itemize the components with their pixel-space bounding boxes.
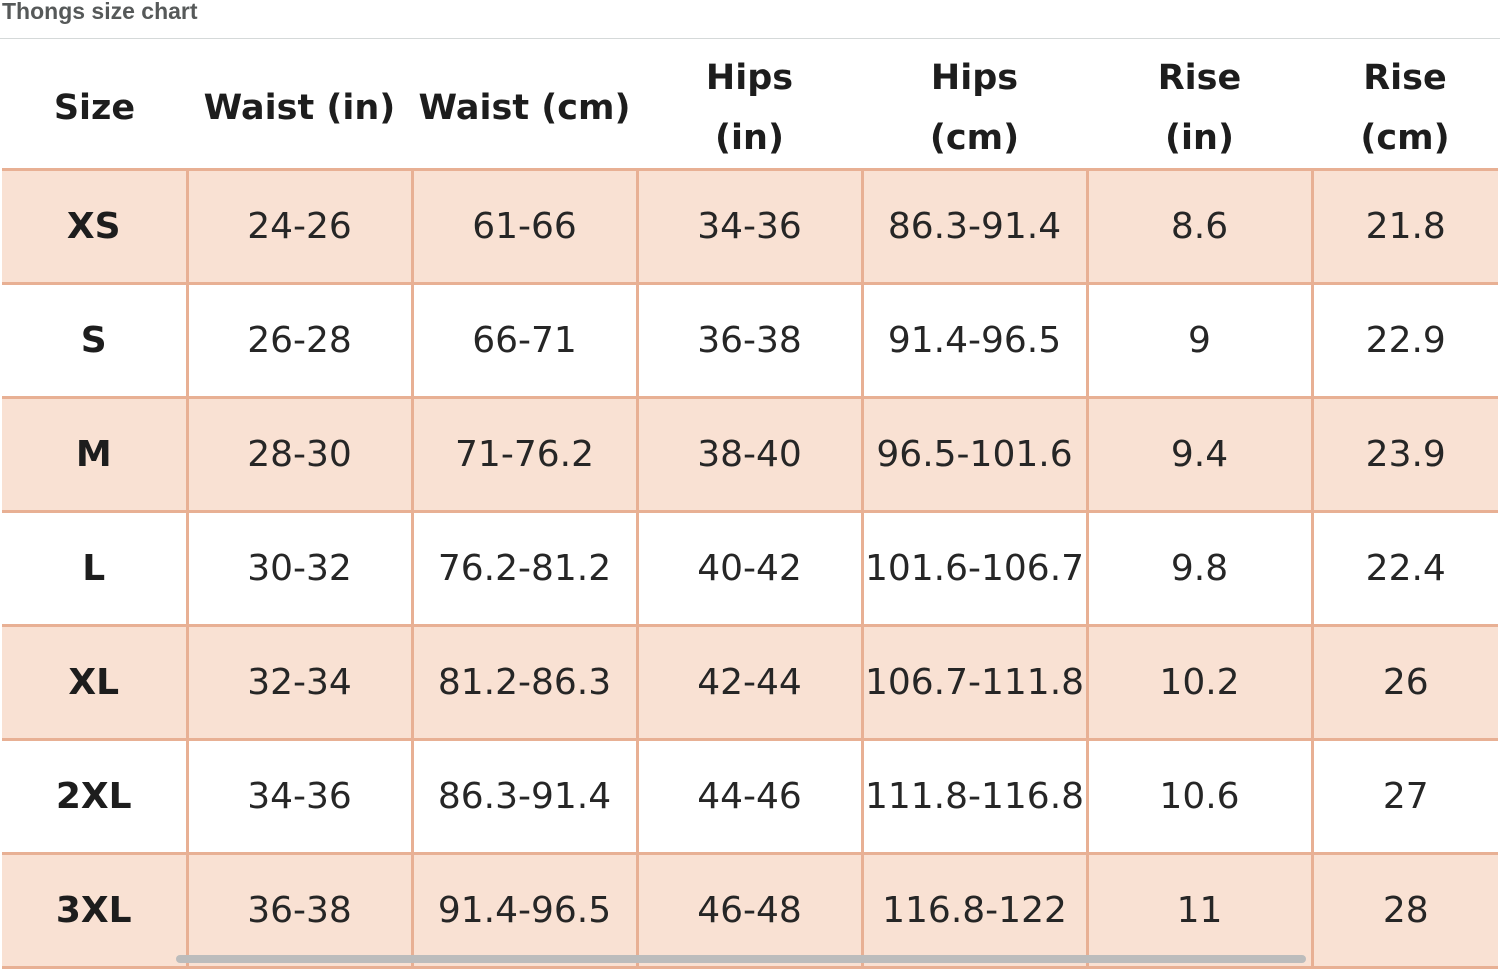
table-cell: 10.2 — [1085, 625, 1314, 741]
horizontal-scrollbar[interactable] — [176, 955, 1306, 963]
table-row: S 26-28 66-71 36-38 91.4-96.5 9 22.9 — [2, 283, 1498, 399]
table-row: 2XL 34-36 86.3-91.4 44-46 111.8-116.8 10… — [2, 739, 1498, 855]
table-cell: 96.5-101.6 — [860, 397, 1089, 513]
size-chart-heading: Thongs size chart — [2, 0, 198, 24]
size-cell: L — [2, 511, 189, 627]
column-header-text: Waist (in) — [203, 88, 396, 128]
table-cell: 66-71 — [410, 283, 639, 399]
column-header-unit: (in) — [1165, 118, 1234, 158]
table-cell: 40-42 — [635, 511, 864, 627]
size-cell: XL — [2, 625, 189, 741]
table-cell: 24-26 — [185, 169, 414, 285]
column-header-text: Hips — [705, 58, 794, 98]
table-cell: 28 — [1310, 853, 1498, 969]
table-cell: 101.6-106.7 — [860, 511, 1089, 627]
table-cell: 71-76.2 — [410, 397, 639, 513]
table-cell: 32-34 — [185, 625, 414, 741]
table-cell: 9.8 — [1085, 511, 1314, 627]
table-row: L 30-32 76.2-81.2 40-42 101.6-106.7 9.8 … — [2, 511, 1498, 627]
table-cell: 30-32 — [185, 511, 414, 627]
table-cell: 9.4 — [1085, 397, 1314, 513]
column-header-rise-in: Rise (in) — [1087, 48, 1312, 171]
table-cell: 61-66 — [410, 169, 639, 285]
column-header-text: Size — [53, 88, 136, 128]
table-cell: 22.4 — [1310, 511, 1498, 627]
table-cell: 34-36 — [185, 739, 414, 855]
column-header-unit: (cm) — [1360, 118, 1450, 158]
table-cell: 36-38 — [635, 283, 864, 399]
size-cell: XS — [2, 169, 189, 285]
table-cell: 22.9 — [1310, 283, 1498, 399]
table-cell: 46-48 — [635, 853, 864, 969]
column-header-rise-cm: Rise (cm) — [1312, 48, 1498, 171]
table-cell: 26 — [1310, 625, 1498, 741]
table-cell: 23.9 — [1310, 397, 1498, 513]
table-cell: 86.3-91.4 — [860, 169, 1089, 285]
table-cell: 44-46 — [635, 739, 864, 855]
table-cell: 86.3-91.4 — [410, 739, 639, 855]
size-cell: M — [2, 397, 189, 513]
table-cell: 11 — [1085, 853, 1314, 969]
size-chart-table: Size Waist (in) Waist (cm) Hips (in) Hip… — [2, 48, 1498, 969]
table-cell: 38-40 — [635, 397, 864, 513]
column-header-waist-in: Waist (in) — [187, 48, 412, 171]
size-cell: 3XL — [2, 853, 189, 969]
table-cell: 76.2-81.2 — [410, 511, 639, 627]
table-row: M 28-30 71-76.2 38-40 96.5-101.6 9.4 23.… — [2, 397, 1498, 513]
table-header-row: Size Waist (in) Waist (cm) Hips (in) Hip… — [2, 48, 1498, 171]
table-cell: 27 — [1310, 739, 1498, 855]
column-header-size: Size — [2, 48, 187, 171]
table-cell: 26-28 — [185, 283, 414, 399]
column-header-unit: (in) — [715, 118, 784, 158]
table-cell: 9 — [1085, 283, 1314, 399]
table-cell: 21.8 — [1310, 169, 1498, 285]
size-cell: 2XL — [2, 739, 189, 855]
table-cell: 36-38 — [185, 853, 414, 969]
column-header-text: Rise — [1363, 58, 1447, 98]
column-header-text: Hips — [930, 58, 1019, 98]
table-cell: 34-36 — [635, 169, 864, 285]
column-header-text: Rise — [1157, 58, 1242, 98]
table-row: 3XL 36-38 91.4-96.5 46-48 116.8-122 11 2… — [2, 853, 1498, 969]
table-row: XS 24-26 61-66 34-36 86.3-91.4 8.6 21.8 — [2, 169, 1498, 285]
table-row: XL 32-34 81.2-86.3 42-44 106.7-111.8 10.… — [2, 625, 1498, 741]
column-header-hips-cm: Hips (cm) — [862, 48, 1087, 171]
table-cell: 91.4-96.5 — [860, 283, 1089, 399]
table-cell: 106.7-111.8 — [860, 625, 1089, 741]
table-cell: 42-44 — [635, 625, 864, 741]
size-cell: S — [2, 283, 189, 399]
column-header-text: Waist (cm) — [418, 88, 631, 128]
column-header-waist-cm: Waist (cm) — [412, 48, 637, 171]
table-cell: 28-30 — [185, 397, 414, 513]
table-cell: 8.6 — [1085, 169, 1314, 285]
table-cell: 10.6 — [1085, 739, 1314, 855]
table-cell: 116.8-122 — [860, 853, 1089, 969]
column-header-unit: (cm) — [929, 118, 1020, 158]
table-cell: 81.2-86.3 — [410, 625, 639, 741]
heading-divider — [0, 38, 1500, 39]
table-cell: 111.8-116.8 — [860, 739, 1089, 855]
table-cell: 91.4-96.5 — [410, 853, 639, 969]
column-header-hips-in: Hips (in) — [637, 48, 862, 171]
